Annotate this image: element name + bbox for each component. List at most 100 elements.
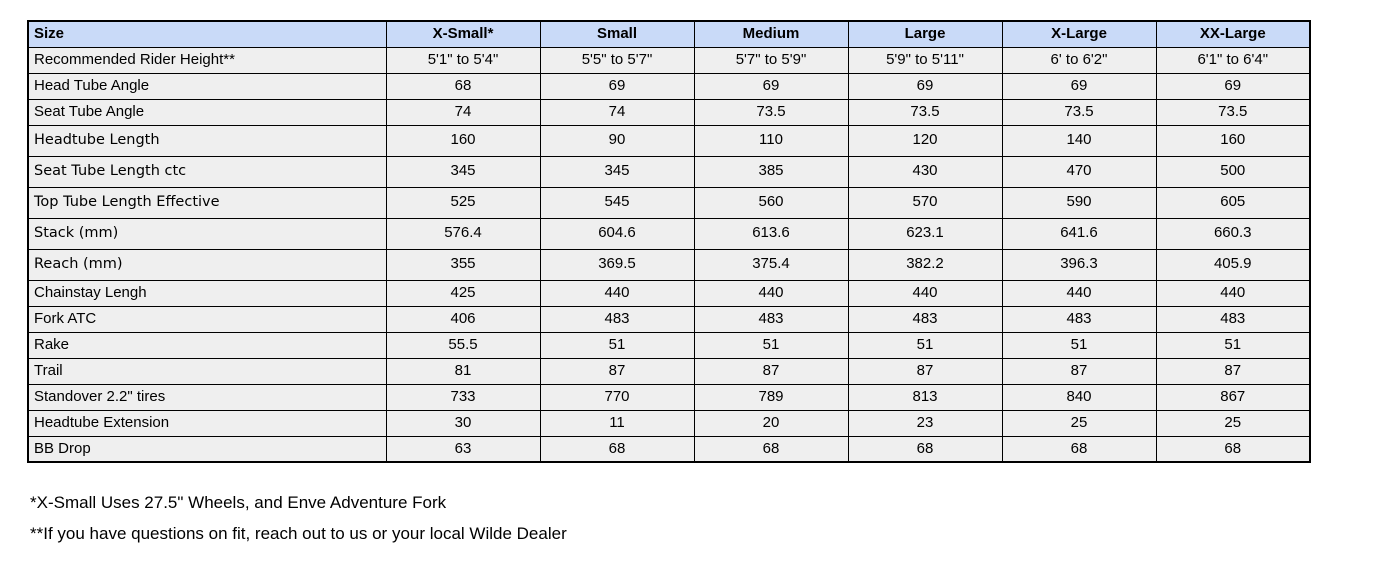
value-cell: 406 [385,305,541,333]
value-cell: 483 [693,305,849,333]
value-cell: 604.6 [539,217,695,250]
value-cell: 840 [1001,383,1157,411]
value-cell: 440 [1001,279,1157,307]
value-cell: 770 [539,383,695,411]
size-column-header: Small [539,20,695,48]
table-row: Recommended Rider Height** 5'1" to 5'4" 5'… [27,46,1311,74]
value-cell: 120 [847,124,1003,157]
value-cell: 69 [1155,72,1311,100]
value-cell: 345 [539,155,695,188]
value-cell: 68 [847,435,1003,463]
value-cell: 470 [1001,155,1157,188]
geometry-table: Size X-Small* Small Medium Large X-Large XX-La… [27,20,1311,463]
value-cell: 87 [847,357,1003,385]
value-cell: 51 [847,331,1003,359]
value-cell: 74 [539,98,695,126]
value-cell: 68 [539,435,695,463]
row-label-cell: BB Drop [27,435,387,463]
value-cell: 55.5 [385,331,541,359]
row-label-cell: Stack (mm) [27,217,387,250]
value-cell: 5'9" to 5'11" [847,46,1003,74]
row-label-cell: Standover 2.2" tires [27,383,387,411]
value-cell: 30 [385,409,541,437]
table-row: Seat Tube Angle 74 74 73.5 73.5 73.5 73.5 [27,98,1311,126]
footnotes-section: *X-Small Uses 27.5" Wheels, and Enve Adv… [30,494,567,556]
value-cell: 140 [1001,124,1157,157]
value-cell: 68 [385,72,541,100]
value-cell: 25 [1001,409,1157,437]
value-cell: 20 [693,409,849,437]
value-cell: 51 [539,331,695,359]
table-row: Head Tube Angle 68 69 69 69 69 69 [27,72,1311,100]
table-row: BB Drop 63 68 68 68 68 68 [27,435,1311,463]
size-column-header: X-Small* [385,20,541,48]
row-label-cell: Recommended Rider Height** [27,46,387,74]
value-cell: 69 [693,72,849,100]
value-cell: 74 [385,98,541,126]
value-cell: 69 [1001,72,1157,100]
row-label-cell: Head Tube Angle [27,72,387,100]
value-cell: 440 [1155,279,1311,307]
value-cell: 69 [847,72,1003,100]
value-cell: 5'7" to 5'9" [693,46,849,74]
value-cell: 813 [847,383,1003,411]
value-cell: 385 [693,155,849,188]
table-row: Standover 2.2" tires 733 770 789 813 840 867 [27,383,1311,411]
row-label-cell: Fork ATC [27,305,387,333]
value-cell: 369.5 [539,248,695,281]
table-row: Top Tube Length Effective 525 545 560 570 590… [27,186,1311,219]
value-cell: 25 [1155,409,1311,437]
value-cell: 375.4 [693,248,849,281]
value-cell: 68 [1001,435,1157,463]
row-label-cell: Reach (mm) [27,248,387,281]
value-cell: 73.5 [1001,98,1157,126]
value-cell: 590 [1001,186,1157,219]
value-cell: 440 [539,279,695,307]
value-cell: 51 [1155,331,1311,359]
value-cell: 425 [385,279,541,307]
table-row: Stack (mm) 576.4 604.6 613.6 623.1 641.6 660.3 [27,217,1311,250]
value-cell: 160 [1155,124,1311,157]
value-cell: 545 [539,186,695,219]
value-cell: 345 [385,155,541,188]
size-corner-header: Size [27,20,387,48]
table-row: Headtube Extension 30 11 20 23 25 25 [27,409,1311,437]
row-label-cell: Seat Tube Length ctc [27,155,387,188]
value-cell: 73.5 [693,98,849,126]
table-row: Seat Tube Length ctc 345 345 385 430 470 500 [27,155,1311,188]
value-cell: 87 [539,357,695,385]
value-cell: 51 [1001,331,1157,359]
footnote-xsmall-wheels: *X-Small Uses 27.5" Wheels, and Enve Adv… [30,493,447,512]
value-cell: 68 [693,435,849,463]
value-cell: 23 [847,409,1003,437]
value-cell: 355 [385,248,541,281]
value-cell: 63 [385,435,541,463]
value-cell: 68 [1155,435,1311,463]
value-cell: 73.5 [1155,98,1311,126]
size-column-header: XX-Large [1155,20,1311,48]
value-cell: 5'5" to 5'7" [539,46,695,74]
table-row: Trail 81 87 87 87 87 87 [27,357,1311,385]
value-cell: 5'1" to 5'4" [385,46,541,74]
value-cell: 73.5 [847,98,1003,126]
table-body: Recommended Rider Height** 5'1" to 5'4" 5'… [27,46,1311,463]
size-column-header: X-Large [1001,20,1157,48]
row-label-cell: Rake [27,331,387,359]
value-cell: 483 [539,305,695,333]
row-label-cell: Chainstay Lengh [27,279,387,307]
value-cell: 81 [385,357,541,385]
table-row: Reach (mm) 355 369.5 375.4 382.2 396.3 405.9 [27,248,1311,281]
value-cell: 440 [693,279,849,307]
value-cell: 440 [847,279,1003,307]
value-cell: 613.6 [693,217,849,250]
footnote-fit-questions: **If you have questions on fit, reach ou… [30,524,567,543]
value-cell: 500 [1155,155,1311,188]
value-cell: 733 [385,383,541,411]
value-cell: 641.6 [1001,217,1157,250]
value-cell: 11 [539,409,695,437]
value-cell: 396.3 [1001,248,1157,281]
value-cell: 87 [1155,357,1311,385]
value-cell: 605 [1155,186,1311,219]
value-cell: 405.9 [1155,248,1311,281]
